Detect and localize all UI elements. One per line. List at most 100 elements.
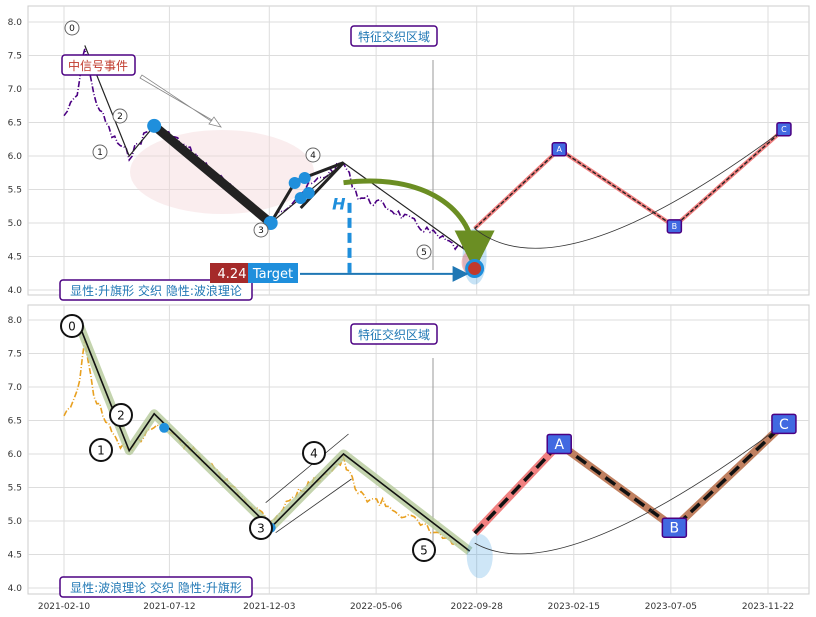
x-tick-labels: 2021-02-10 2021-07-12 2021-12-03 2022-05-06… [38,602,794,612]
bottom-wave-point-3-label: 3 [257,521,265,535]
y-tick-label: 7.0 [8,383,23,393]
top-wave-point-2-circle [112,108,128,124]
top-forecast-point-C-label: C [781,125,787,134]
top-wave-point-4-circle [305,147,321,163]
bottom-zone-label-box: 特征交织区域 [350,323,438,345]
top-zone-label-box: 特征交织区域 [350,25,438,47]
y-tick-label: 6.5 [8,417,22,427]
bottom-channel-line [275,478,352,534]
signal-label-box: 中信号事件 [61,54,136,76]
top-forecast-point-A-box [551,142,567,157]
top-wave-point-5-circle [416,244,432,260]
top-wave-point-3-label: 3 [258,226,264,236]
blue-marker-dot [288,177,301,189]
top-wave-point-0-label: 0 [69,24,75,34]
signal-label: 中信号事件 [68,58,128,73]
x-tick-label: 2023-11-22 [742,602,794,612]
y-tick-label: 7.5 [8,52,22,62]
top-panel [27,5,810,296]
top-forecast-line [474,128,785,230]
top-forecast-point-B-label: B [672,222,678,231]
top-wave-point-5-label: 5 [421,248,427,258]
top-forecast-arc [474,128,785,249]
bottom-forecast-point-B-box [661,517,688,538]
bottom-target-halo [466,534,493,579]
blue-marker-dot [147,118,162,133]
y-tick-label: 8.0 [8,316,23,326]
bottom-pattern-label: 显性:波浪理论 交织 隐性:升旗形 [70,580,242,595]
top-wave-point-4-label: 4 [310,151,316,161]
bottom-chart-marks: 0 1 2 3 4 5 A B C [60,314,797,579]
bottom-forecast-point-A-label: A [554,437,564,453]
bottom-zone-label: 特征交织区域 [358,327,430,342]
y-tick-label: 5.0 [8,517,23,527]
x-tick-label: 2022-09-28 [451,602,504,612]
target-text: Target [252,267,293,282]
top-wave-line [84,45,471,254]
y-tick-label: 6.0 [8,152,23,162]
y-tick-label: 4.0 [8,584,23,594]
top-pattern-label: 显性:升旗形 交织 隐性:波浪理论 [70,283,242,298]
green-curved-arrow [343,178,495,271]
x-tick-label: 2022-05-06 [350,602,403,612]
h-marker-label: H [332,195,346,214]
top-pattern-label-box: 显性:升旗形 交织 隐性:波浪理论 [59,279,253,301]
top-wave-point-0-circle [64,20,80,36]
target-label: 4.24 Target [210,263,298,283]
y-tick-label: 5.5 [8,186,22,196]
signal-arrow-icon [139,74,222,128]
bottom-wave-point-4-label: 4 [310,446,318,460]
x-tick-label: 2023-02-15 [548,602,600,612]
bottom-forecast-point-C-label: C [779,417,789,433]
y-tick-label: 4.0 [8,286,23,296]
bottom-wave-point-1-circle [89,438,113,462]
top-forecast-point-C-box [776,121,792,137]
target-value: 4.24 [218,267,247,282]
bottom-wave-point-2-label: 2 [117,408,125,422]
y-tick-label: 8.0 [8,18,23,28]
y-tick-label: 6.5 [8,119,22,129]
blue-marker-dot [298,172,311,184]
x-tick-label: 2021-07-12 [143,602,195,612]
y-tick-label: 7.0 [8,85,23,95]
bottom-wave-point-5-circle [412,538,436,562]
bottom-wave-point-2-circle [109,403,133,427]
bottom-wave-point-0-label: 0 [68,319,76,333]
bottom-wave-point-1-label: 1 [97,443,105,457]
bottom-wave-point-0-circle [60,314,84,338]
x-tick-label: 2023-07-05 [645,602,697,612]
top-chart-marks: H 0 1 2 3 4 5 A B C [63,20,792,285]
y-tick-label: 4.5 [8,253,22,263]
bottom-pattern-label-box: 显性:波浪理论 交织 隐性:升旗形 [59,576,253,598]
feature-zone-ellipse [130,130,314,214]
top-wave-point-1-circle [92,144,108,160]
x-tick-label: 2021-02-10 [38,602,91,612]
bottom-wave-point-5-label: 5 [420,543,428,557]
bottom-wave-point-3-circle [249,516,273,540]
top-forecast-point-B-box [666,219,683,234]
x-tick-label: 2021-12-03 [243,602,295,612]
flag-pole-lines [269,161,345,224]
y-tick-label: 5.5 [8,484,22,494]
blue-marker-dot [302,187,315,199]
top-wave-point-1-label: 1 [97,148,103,158]
y-tick-labels: 4.0 4.5 5.0 5.5 6.0 6.5 7.0 7.5 8.0 4.0 4.5 5.0 5.5 6… [8,18,23,594]
top-forecast-point-A-label: A [556,145,562,154]
bottom-forecast-point-A-box [546,433,572,455]
top-wave-point-2-label: 2 [117,112,123,122]
y-tick-label: 6.0 [8,450,23,460]
target-point-dot [465,259,485,279]
bottom-channel-line [265,433,349,504]
bottom-blue-dot [159,422,170,433]
y-tick-label: 5.0 [8,219,23,229]
y-tick-label: 7.5 [8,350,22,360]
top-wave-point-3-circle [253,222,269,238]
bottom-wave-point-4-circle [302,441,326,465]
top-zone-label: 特征交织区域 [358,29,430,44]
y-tick-label: 4.5 [8,551,22,561]
bottom-forecast-line [473,422,786,535]
bottom-wave-line [79,326,471,552]
bottom-forecast-arc [474,423,785,555]
bottom-forecast-point-C-box [771,413,797,435]
